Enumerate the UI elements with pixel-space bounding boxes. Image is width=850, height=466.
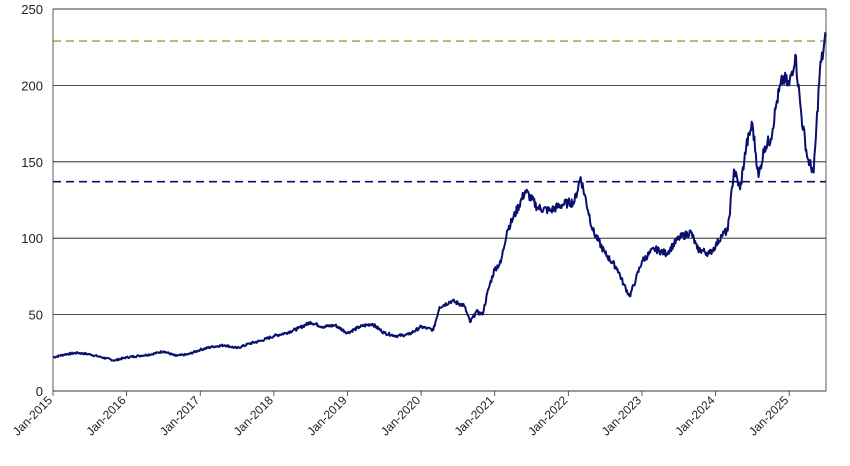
y-tick-label: 100 <box>21 231 43 246</box>
x-tick-label: Jan-2025 <box>746 393 792 439</box>
x-tick-label: Jan-2022 <box>525 393 571 439</box>
series-group <box>52 31 827 362</box>
x-tick-label: Jan-2019 <box>304 393 350 439</box>
y-tick-label: 0 <box>36 384 43 399</box>
gridlines <box>53 8 826 392</box>
x-tick-label: Jan-2015 <box>10 393 56 439</box>
y-tick-label: 200 <box>21 78 43 93</box>
x-tick-label: Jan-2023 <box>599 393 645 439</box>
y-tick-label: 250 <box>21 2 43 17</box>
price-series-line <box>52 31 827 362</box>
x-tick-label: Jan-2020 <box>378 393 424 439</box>
y-tick-label: 50 <box>29 308 43 323</box>
reference-lines <box>53 40 826 183</box>
x-tick-label: Jan-2024 <box>672 393 718 439</box>
x-axis: Jan-2015 Jan-2016 Jan-2017 Jan-2018 Jan-2019… <box>10 391 792 439</box>
x-tick-label: Jan-2021 <box>452 393 498 439</box>
y-tick-label: 150 <box>21 155 43 170</box>
y-axis: 0 50 100 150 200 250 <box>21 2 43 399</box>
x-tick-label: Jan-2016 <box>83 393 129 439</box>
plot-frame <box>52 8 827 392</box>
x-tick-label: Jan-2017 <box>157 393 203 439</box>
x-tick-label: Jan-2018 <box>231 393 277 439</box>
